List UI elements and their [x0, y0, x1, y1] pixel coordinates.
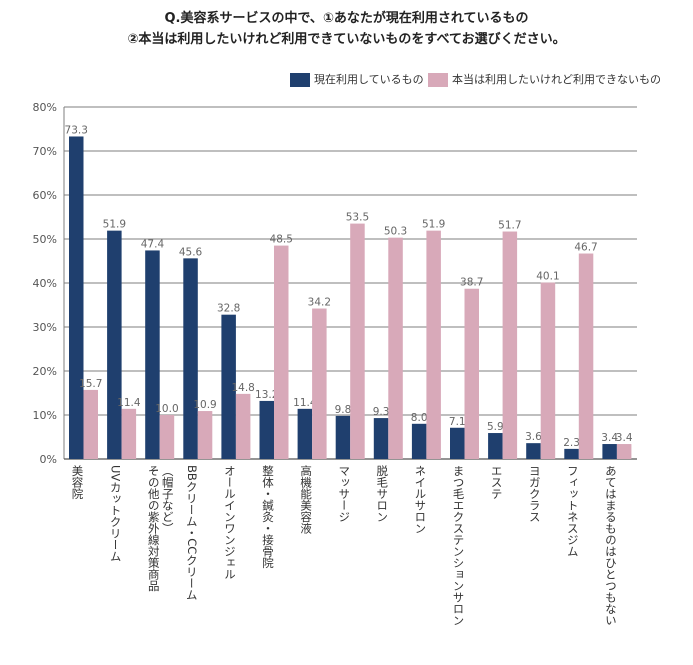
- value-label-wish: 51.7: [498, 220, 521, 232]
- value-label-wish: 53.5: [346, 212, 369, 224]
- bar-wish: [464, 288, 479, 459]
- value-label-current: 3.6: [525, 431, 542, 443]
- bar-wish: [502, 231, 518, 459]
- x-category-label: 美容院: [71, 464, 85, 499]
- x-category-label: まつ毛エクステンションサロン: [452, 465, 466, 626]
- legend-label-wish: 本当は利用したいけれど利用できないもの: [452, 73, 661, 86]
- bar-current: [602, 444, 617, 459]
- y-tick-label: 80%: [33, 101, 57, 114]
- bar-current: [335, 415, 351, 459]
- x-category-label: フィットネスジム: [566, 465, 580, 557]
- value-label-wish: 40.1: [536, 271, 559, 283]
- x-category-label: UVカットクリーム: [109, 465, 123, 562]
- legend-swatch-wish: [428, 73, 448, 87]
- value-label-current: 11.4: [293, 397, 317, 409]
- value-label-current: 32.8: [217, 303, 240, 315]
- y-tick-label: 30%: [33, 321, 57, 334]
- value-label-current: 8.0: [411, 412, 428, 424]
- value-label-current: 13.2: [255, 389, 278, 401]
- bar-current: [373, 418, 389, 459]
- legend-item-wish: 本当は利用したいけれど利用できないもの: [428, 73, 661, 87]
- bar-current: [526, 443, 541, 459]
- bar-current: [488, 433, 503, 459]
- bar-current: [564, 448, 579, 459]
- bar-wish: [312, 308, 327, 459]
- x-category-label: エステ: [490, 465, 504, 500]
- y-tick-label: 20%: [33, 365, 57, 378]
- value-label-current: 2.3: [563, 437, 580, 449]
- legend-label-current: 現在利用しているもの: [314, 73, 424, 86]
- value-label-wish: 38.7: [460, 277, 483, 289]
- value-label-current: 73.3: [65, 124, 88, 136]
- x-category-label: BBクリーム・CCクリーム: [185, 465, 199, 600]
- x-category-label: 脱毛サロン: [375, 464, 389, 522]
- value-label-wish: 3.4: [616, 432, 633, 444]
- chart-title-line1: Q.美容系サービスの中で、①あなたが現在利用されているもの: [164, 11, 529, 26]
- value-label-wish: 48.5: [270, 234, 293, 246]
- value-label-wish: 51.9: [422, 219, 445, 231]
- bar-current: [297, 408, 313, 459]
- value-label-current: 7.1: [449, 416, 466, 428]
- bar-wish: [197, 411, 213, 459]
- value-label-current: 9.3: [373, 406, 390, 418]
- bar-wish: [83, 389, 98, 459]
- value-label-wish: 15.7: [79, 378, 102, 390]
- bar-wish: [388, 237, 403, 459]
- x-category-label: 高機能美容液: [299, 464, 313, 535]
- value-label-wish: 11.4: [117, 397, 141, 409]
- y-tick-label: 60%: [33, 189, 57, 202]
- value-label-current: 5.9: [487, 421, 504, 433]
- bar-current: [145, 250, 160, 459]
- value-label-current: 45.6: [179, 246, 203, 258]
- bar-wish: [159, 415, 175, 459]
- bar-current: [221, 314, 236, 459]
- legend-item-current: 現在利用しているもの: [290, 73, 424, 87]
- y-tick-label: 50%: [33, 233, 57, 246]
- bar-wish: [121, 408, 137, 459]
- value-label-wish: 34.2: [308, 297, 331, 309]
- x-category-label: その他の紫外線対策商品: [147, 465, 161, 592]
- bar-wish: [616, 444, 632, 459]
- bar-wish: [426, 230, 441, 459]
- value-label-wish: 10.9: [193, 399, 216, 411]
- bar-wish: [578, 253, 594, 459]
- chart-title-line2: ②本当は利用したいけれど利用できていないものをすべてお選びください。: [127, 32, 566, 47]
- bar-wish: [235, 393, 251, 459]
- x-category-label: ネイルサロン: [413, 465, 427, 534]
- value-label-current: 51.9: [103, 219, 126, 231]
- y-tick-label: 0%: [40, 453, 57, 466]
- value-label-wish: 14.8: [231, 382, 254, 394]
- y-tick-label: 10%: [33, 409, 57, 422]
- bar-current: [411, 423, 427, 459]
- value-label-current: 3.4: [601, 432, 618, 444]
- value-label-wish: 10.0: [155, 403, 178, 415]
- value-label-wish: 46.7: [574, 242, 597, 254]
- value-label-current: 9.8: [335, 404, 352, 416]
- value-label-current: 47.4: [141, 238, 165, 250]
- x-category-label: あてはまるものはひとつもない: [604, 465, 618, 626]
- legend-swatch-current: [290, 73, 310, 87]
- x-category-label: ヨガクラス: [528, 465, 542, 523]
- bar-wish: [350, 223, 365, 459]
- y-tick-label: 40%: [33, 277, 57, 290]
- bar-current: [450, 427, 465, 459]
- bar-current: [107, 230, 122, 459]
- bar-current: [259, 400, 274, 459]
- x-category-label: 整体・鍼灸・接骨院: [261, 464, 275, 568]
- x-category-label: （帽子など）: [161, 465, 175, 534]
- bar-current: [69, 136, 84, 460]
- bar-wish: [274, 245, 289, 459]
- y-tick-label: 70%: [33, 145, 57, 158]
- x-category-label: オールインワンジェル: [223, 465, 237, 580]
- bar-wish: [540, 282, 556, 459]
- bar-current: [183, 258, 198, 459]
- value-label-wish: 50.3: [384, 226, 407, 238]
- x-category-label: マッサージ: [337, 465, 351, 523]
